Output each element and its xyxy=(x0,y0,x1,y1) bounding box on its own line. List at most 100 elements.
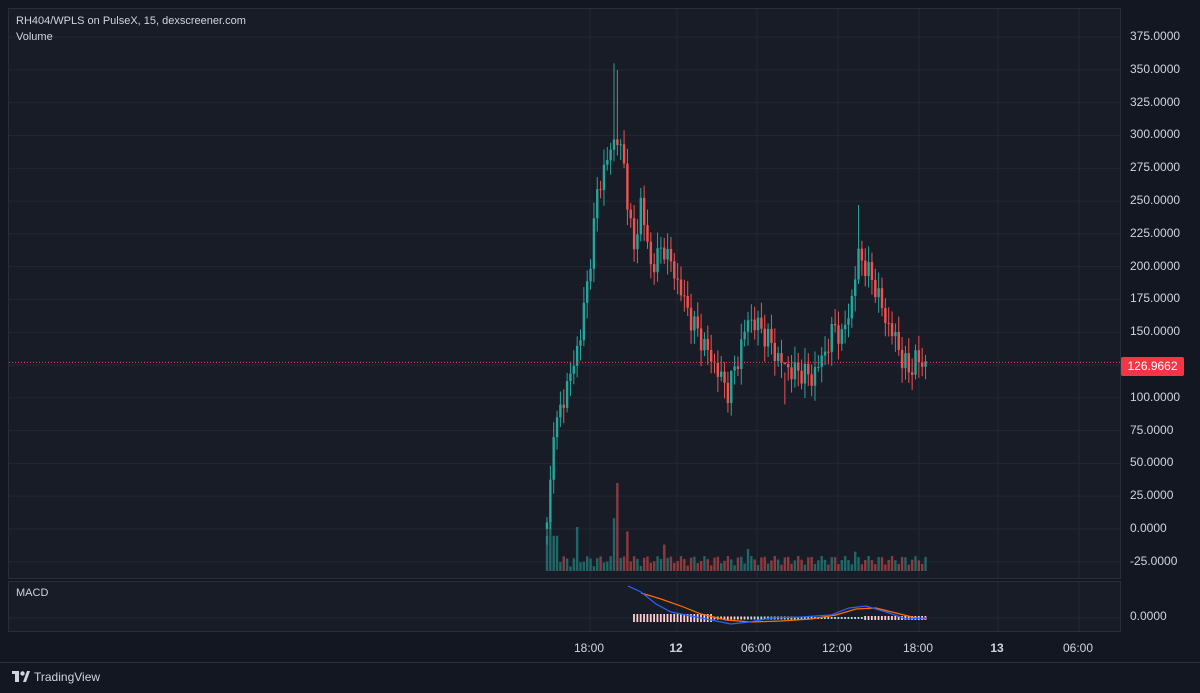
macd-histogram-bar xyxy=(874,616,877,620)
macd-histogram-bar xyxy=(733,616,736,620)
macd-histogram-bar xyxy=(686,614,689,622)
macd-histogram-bar xyxy=(666,614,669,622)
candle-body xyxy=(880,288,884,309)
candle-body xyxy=(663,247,666,260)
price-chart-svg xyxy=(9,9,1120,578)
candle-body xyxy=(596,189,599,219)
macd-histogram-bar xyxy=(703,614,706,622)
macd-histogram-bar xyxy=(683,614,686,622)
macd-histogram-bar xyxy=(753,616,756,620)
candle-body xyxy=(907,353,910,373)
candle-body xyxy=(582,302,586,341)
price-axis-label: 75.0000 xyxy=(1130,422,1174,437)
macd-histogram-bar xyxy=(870,616,873,620)
volume-bar xyxy=(776,559,780,571)
volume-bar xyxy=(833,557,837,571)
price-axis[interactable]: 375.0000 350.0000 325.0000 300.0000 275.0000… xyxy=(1121,8,1200,632)
main-chart-pane[interactable]: RH404/WPLS on PulseX, 15, dexscreener.co… xyxy=(8,8,1121,579)
macd-histogram-bar xyxy=(676,614,679,622)
time-axis[interactable]: 18:00 12 06:00 12:00 18:00 13 06:00 xyxy=(8,632,1121,662)
volume-bar xyxy=(854,551,857,571)
macd-chart-svg xyxy=(9,582,1120,631)
candle-body xyxy=(706,338,709,351)
volume-bar xyxy=(807,557,810,571)
candle-body xyxy=(679,279,683,296)
macd-histogram-bar xyxy=(830,617,833,619)
candle-body xyxy=(545,522,549,529)
volume-bar xyxy=(783,557,787,571)
candle-body xyxy=(552,437,555,480)
candle-body xyxy=(636,234,639,250)
macd-histogram-bar xyxy=(673,614,676,622)
candle-body xyxy=(840,329,843,344)
volume-bar xyxy=(793,560,797,571)
macd-histogram-bar xyxy=(800,616,803,620)
tradingview-logo[interactable]: TradingView xyxy=(12,670,100,684)
last-price-tag: 126.9662 xyxy=(1121,357,1184,376)
volume-bar xyxy=(890,556,894,571)
candle-body xyxy=(894,332,897,337)
volume-bar xyxy=(686,565,689,571)
price-axis-label: 275.0000 xyxy=(1130,160,1181,175)
candle-body xyxy=(736,366,740,369)
volume-bar xyxy=(555,535,559,571)
candle-body xyxy=(827,351,830,353)
macd-histogram-bar xyxy=(743,616,746,620)
volume-bar xyxy=(579,562,582,571)
macd-histogram-bar xyxy=(763,616,766,620)
macd-legend[interactable]: MACD xyxy=(16,587,49,599)
volume-bar xyxy=(840,560,843,571)
macd-histogram-bar xyxy=(911,616,913,620)
volume-bar xyxy=(713,557,716,571)
macd-histogram-bar xyxy=(877,616,880,620)
candle-body xyxy=(565,380,569,408)
candle-body xyxy=(921,362,924,367)
macd-histogram-bar xyxy=(710,614,712,622)
volume-legend[interactable]: Volume xyxy=(16,31,53,43)
candle-body xyxy=(726,382,730,404)
volume-bar xyxy=(612,518,616,571)
macd-histogram-bar xyxy=(847,617,850,619)
macd-pane[interactable]: MACD xyxy=(8,581,1121,632)
candle-body xyxy=(669,248,673,262)
volume-bar xyxy=(830,557,833,571)
time-axis-label: 13 xyxy=(990,641,1004,655)
volume-bar xyxy=(797,556,800,571)
candle-body xyxy=(649,241,653,265)
candle-body xyxy=(877,288,880,298)
volume-bar xyxy=(706,559,709,571)
price-axis-label: 150.0000 xyxy=(1130,324,1181,339)
volume-bar xyxy=(720,563,723,571)
volume-bar xyxy=(626,531,629,571)
macd-histogram-bar xyxy=(867,616,870,620)
volume-bar xyxy=(693,556,696,571)
macd-histogram-bar xyxy=(834,617,836,619)
candle-body xyxy=(569,373,572,381)
volume-bar xyxy=(917,560,921,571)
candle-body xyxy=(887,322,890,324)
macd-histogram-bar xyxy=(807,616,810,620)
volume-bar xyxy=(760,557,763,571)
candle-body xyxy=(884,308,887,323)
macd-histogram-bar xyxy=(897,616,900,620)
candle-body xyxy=(639,197,642,235)
volume-bar xyxy=(642,557,646,571)
macd-histogram-bar xyxy=(736,616,739,620)
volume-bar xyxy=(716,556,720,571)
volume-bar xyxy=(770,560,773,571)
candle-body xyxy=(800,370,803,384)
volume-bar xyxy=(743,563,746,571)
volume-bar xyxy=(756,565,760,571)
candle-body xyxy=(867,261,870,276)
symbol-legend[interactable]: RH404/WPLS on PulseX, 15, dexscreener.co… xyxy=(16,15,246,27)
volume-bar xyxy=(629,561,632,571)
macd-histogram-bar xyxy=(646,614,649,622)
volume-bar xyxy=(921,563,924,571)
volume-bar xyxy=(562,556,565,571)
candle-body xyxy=(733,366,736,371)
candle-body xyxy=(793,362,797,380)
volume-bar xyxy=(803,564,807,571)
volume-bar xyxy=(669,556,673,571)
tradingview-logo-icon xyxy=(12,671,30,682)
